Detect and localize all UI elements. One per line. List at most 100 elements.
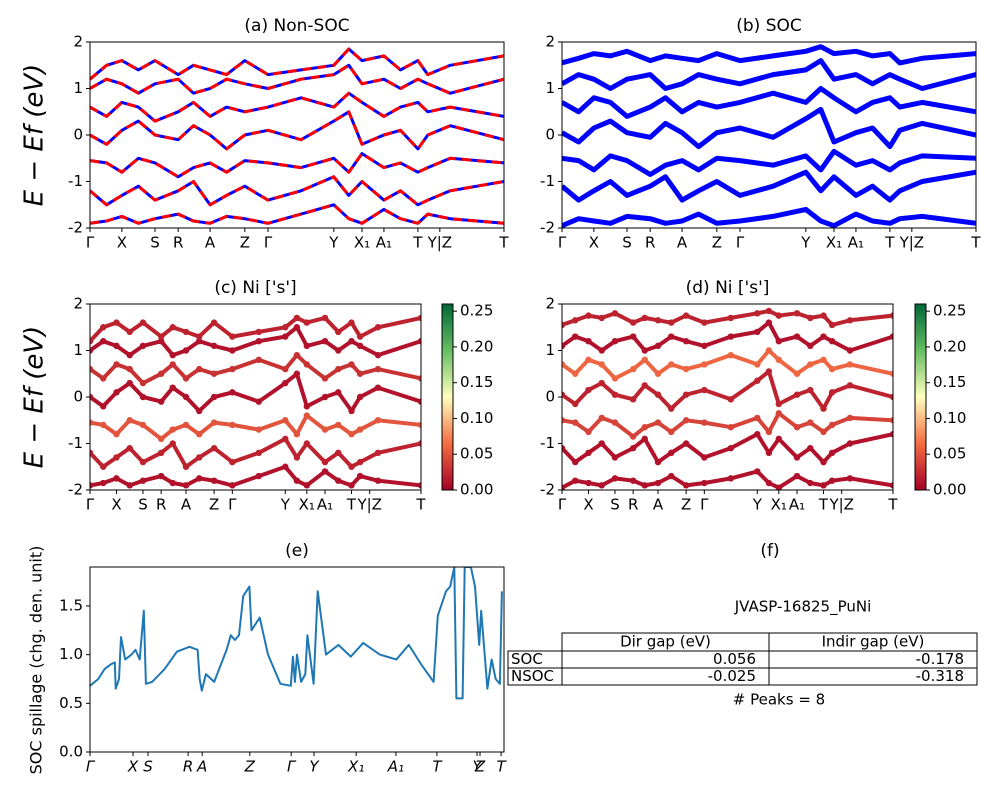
band-point [585,356,592,363]
band-point [169,426,176,433]
band-point [321,375,329,382]
band-point [210,370,218,377]
band-point [641,382,648,389]
band-point [701,342,708,350]
band-point [611,338,619,345]
band-line [562,320,893,353]
band-point [654,419,662,426]
band-point [629,396,637,403]
band-point [727,351,735,359]
band-point [348,407,355,415]
band-point [727,396,735,403]
band-point [682,312,690,319]
band-point [255,328,263,336]
band-point [682,391,690,398]
band-point [775,435,783,443]
x-tick-label: X₁ [354,234,370,252]
x-tick-label: X₁ [771,496,787,514]
band-point [282,417,289,424]
band-point [793,370,801,377]
band-point [572,370,579,377]
band-point [100,403,107,410]
band-point [585,312,592,319]
band-point [701,319,708,326]
x-tick-label: Y [752,496,763,514]
colorbar-tick-label: 0.20 [460,337,493,355]
band-point [775,312,783,319]
band-point [90,347,94,354]
band-point [348,361,355,368]
band-line [90,315,421,343]
band-point [598,482,605,489]
colorbar-tick-label: 0.05 [933,445,966,463]
band-point [255,426,263,433]
y-tick-label: 0 [73,388,83,406]
band-point [727,475,735,482]
band-point [775,410,783,417]
x-tick-label: Z [209,496,219,514]
band-point [303,319,311,326]
band-line [90,91,504,123]
band-point [727,333,735,340]
band-point [727,314,735,322]
band-line [90,353,421,386]
band-point [807,386,814,394]
band-point [765,319,773,326]
band-point [293,370,301,377]
band-point [113,389,120,396]
band-point [182,375,190,382]
band-line [562,44,976,66]
band-point [303,342,311,350]
band-point [356,426,364,433]
band-point [629,365,637,373]
band-point [598,314,605,322]
band-point [321,468,329,475]
band-point [828,389,836,396]
band-point [417,314,421,322]
band-point [126,379,133,387]
band-line [562,106,976,150]
x-tick-label: S [138,496,148,514]
band-point [255,356,263,363]
y-tick-label: 0 [545,388,555,406]
band-line [562,348,893,381]
y-tick-label: 1 [545,79,555,97]
band-point [682,365,690,373]
band-point [654,391,662,398]
band-point [182,347,190,354]
panel-title: (f) [760,541,779,561]
band-point [611,375,619,382]
band-point [255,338,263,345]
band-point [585,338,592,345]
band-point [765,307,773,315]
band-point [356,333,364,340]
band-point [572,400,579,408]
band-line [562,169,976,203]
band-point [169,384,176,391]
band-point [113,342,120,350]
band-point [668,449,675,456]
band-point [90,419,94,426]
band-point [765,479,773,487]
band-point [828,321,836,329]
table-value: 0.056 [713,650,756,668]
band-point [807,479,814,487]
band-point [641,482,648,489]
band-point [126,417,133,424]
colorbar-tick-label: 0.00 [460,481,493,499]
y-tick-label: -2 [540,481,555,499]
row-label: SOC [511,650,543,668]
y-tick-label: 1 [545,341,555,359]
x-tick-label: T [498,234,509,252]
band-point [210,477,218,484]
x-tick-label: R [645,234,655,252]
x-tick-label: T [412,234,423,252]
band-point [727,444,735,452]
panel-title: (e) [285,541,309,561]
band-point [754,377,761,384]
band-line [90,152,504,179]
band-point [100,324,107,331]
band-line [90,91,504,123]
band-point [668,405,675,412]
